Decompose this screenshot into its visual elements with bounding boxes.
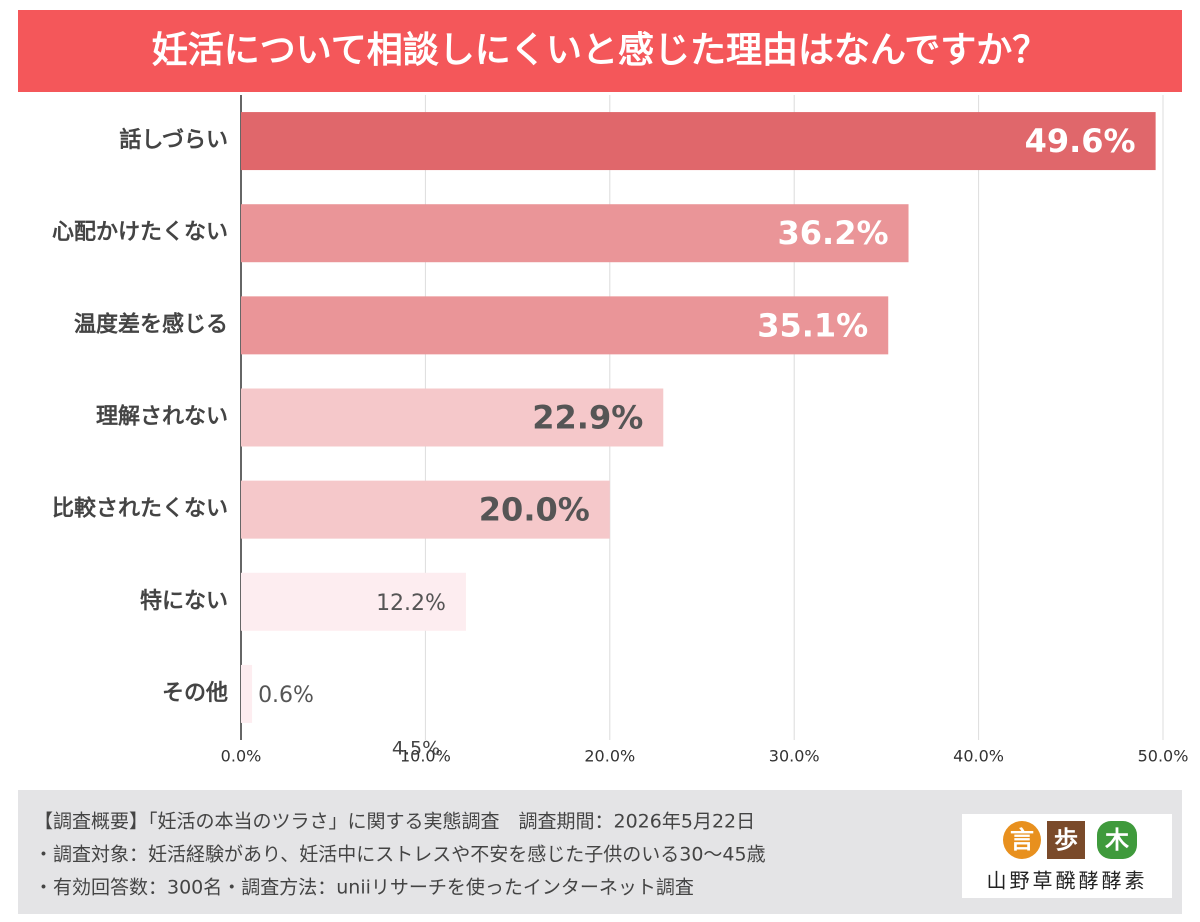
footer-line: ・調査対象：妊活経験があり、妊活中にストレスや不安を感じた子供のいる30～45歳 xyxy=(34,844,766,866)
x-tick-label: 30.0% xyxy=(769,747,820,766)
x-tick-label: 40.0% xyxy=(953,747,1004,766)
title-bar xyxy=(18,10,1182,92)
bar xyxy=(241,204,909,263)
footer-line: 【調査概要】「妊活の本当のツラさ」に関する実態調査 調査期間：2026年5月22… xyxy=(34,811,755,833)
y-tick-label: 特にない xyxy=(140,588,228,614)
bar xyxy=(241,388,664,447)
y-tick-label: その他 xyxy=(162,681,228,706)
x-tick-label: 50.0% xyxy=(1138,747,1189,766)
bar xyxy=(241,480,610,539)
footer-line: ・有効回答数：300名・調査方法：uniiリサーチを使ったインターネット調査 xyxy=(34,877,694,899)
value-label: 20.0% xyxy=(479,491,590,529)
value-label: 35.1% xyxy=(757,306,868,344)
logo-mark: 歩 xyxy=(1054,826,1078,854)
annotation: 4.5% xyxy=(392,738,440,760)
value-label: 22.9% xyxy=(532,399,643,437)
bar xyxy=(241,664,253,723)
y-tick-label: 心配かけたくない xyxy=(52,220,228,245)
logo-icon xyxy=(1003,821,1041,859)
y-tick-label: 比較されたくない xyxy=(52,496,228,522)
value-label: 0.6% xyxy=(258,683,314,708)
value-label: 36.2% xyxy=(778,214,889,252)
logo-icon xyxy=(1097,821,1137,859)
y-tick-label: 温度差を感じる xyxy=(74,311,228,337)
chart-title: 妊活について相談しにくいと感じた理由はなんですか？ xyxy=(152,30,1048,71)
bar xyxy=(241,112,1156,171)
y-tick-label: 話しづらい xyxy=(119,127,228,153)
bar xyxy=(241,296,889,355)
x-tick-label: 10.0% xyxy=(400,747,451,766)
brand: 山野草醗酵酵素 xyxy=(987,869,1148,893)
logo-mark: 言 xyxy=(1010,826,1034,854)
logo-icon xyxy=(1047,821,1085,859)
y-tick-label: 理解されない xyxy=(96,404,228,430)
bar xyxy=(241,572,466,631)
value-label: 12.2% xyxy=(376,591,446,616)
value-label: 49.6% xyxy=(1025,122,1136,160)
x-tick-label: 20.0% xyxy=(584,747,635,766)
logo-mark: 木 xyxy=(1104,826,1130,854)
x-tick-label: 0.0% xyxy=(221,747,262,766)
